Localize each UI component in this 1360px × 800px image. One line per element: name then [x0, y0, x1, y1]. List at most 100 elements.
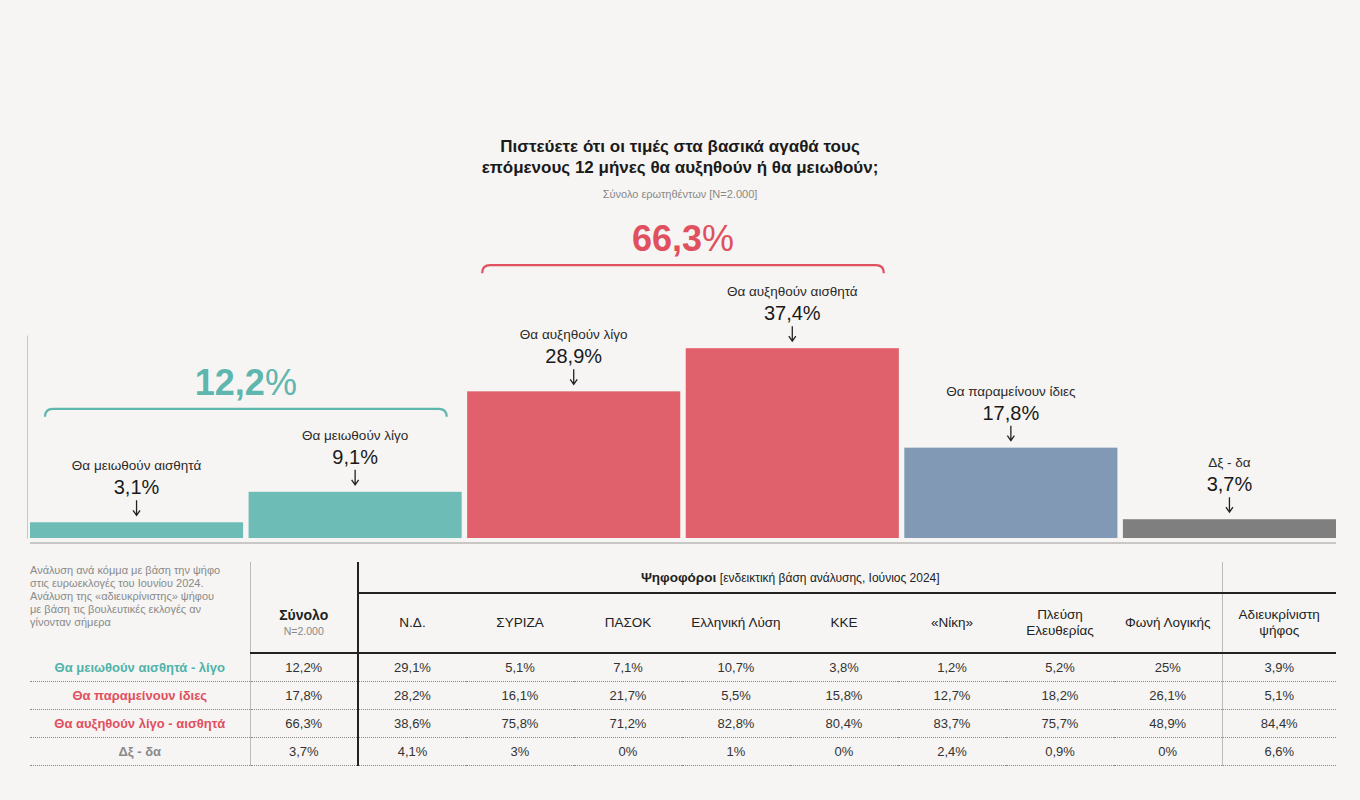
group-label: 12,2% — [195, 362, 297, 403]
title: Πιστεύετε ότι οι τιμές στα βασικά αγαθά … — [482, 137, 879, 177]
chart: Πιστεύετε ότι οι τιμές στα βασικά αγαθά … — [0, 0, 1360, 552]
cell: 17,8% — [250, 682, 358, 710]
cell: 5,2% — [1006, 653, 1114, 682]
table: Ανάλυση ανά κόμμα με βάση την ψήφο στις … — [30, 562, 1336, 766]
cell: 80,4% — [790, 710, 898, 738]
cell: 21,7% — [574, 682, 682, 710]
column-header-label: ΚΚΕ — [794, 615, 894, 631]
column-header-label: Αδιευκρίνιστη ψήφος — [1227, 607, 1333, 639]
cell: 29,1% — [358, 653, 466, 682]
column-header-label: ΠΑΣΟΚ — [578, 615, 678, 631]
cell: 75,7% — [1006, 710, 1114, 738]
cell: 12,2% — [250, 653, 358, 682]
bars — [30, 348, 1336, 538]
cell: 3,8% — [790, 653, 898, 682]
bar — [904, 448, 1117, 538]
arrow — [352, 470, 359, 485]
cell: 84,4% — [1222, 710, 1336, 738]
cell: 26,1% — [1114, 682, 1222, 710]
bar — [467, 391, 680, 538]
table-note: Ανάλυση ανά κόμμα με βάση την ψήφο στις … — [30, 562, 250, 653]
data-row: Θα παραμείνουν ίδιες17,8%28,2%16,1%21,7%… — [30, 682, 1336, 710]
cell: 38,6% — [358, 710, 466, 738]
cell: 3,7% — [250, 738, 358, 766]
column-header: Φωνή Λογικής — [1114, 593, 1222, 653]
bar-labels: Θα μειωθούν αισθητά3,1%Θα μειωθούν λίγο9… — [72, 284, 1253, 515]
y-axis — [27, 336, 28, 539]
bar — [249, 492, 462, 538]
data-row: Θα μειωθούν αισθητά - λίγο12,2%29,1%5,1%… — [30, 653, 1336, 682]
cell: 12,7% — [898, 682, 1006, 710]
cell: 10,7% — [682, 653, 790, 682]
cell: 4,1% — [358, 738, 466, 766]
cell: 1% — [682, 738, 790, 766]
cell: 0% — [790, 738, 898, 766]
groups: 12,2% 66,3% — [45, 218, 884, 417]
column-header: ΠΑΣΟΚ — [574, 593, 682, 653]
column-header-label: Πλεύση Ελευθερίας — [1010, 607, 1110, 639]
column-header: Πλεύση Ελευθερίας — [1006, 593, 1114, 653]
cell: 0,9% — [1006, 738, 1114, 766]
column-header-label: Φωνή Λογικής — [1118, 615, 1218, 631]
column-header: Ελληνική Λύση — [682, 593, 790, 653]
column-header: Αδιευκρίνιστη ψήφος — [1222, 593, 1336, 653]
cell: 5,1% — [466, 653, 574, 682]
row-label: Δξ - δα — [30, 738, 250, 766]
category-label: Δξ - δα — [1208, 455, 1251, 470]
cell: 25% — [1114, 653, 1222, 682]
column-header: ΣΥΡΙΖΑ — [466, 593, 574, 653]
category-label: Θα παραμείνουν ίδιες — [946, 384, 1076, 399]
group-header-note: [ενδεικτική βάση ανάλυσης, Ιούνιος 2024] — [720, 571, 940, 585]
column-header: Ν.Δ. — [358, 593, 466, 653]
cell: 5,1% — [1222, 682, 1336, 710]
y-axis-line — [27, 336, 28, 539]
header-row: Ανάλυση ανά κόμμα με βάση την ψήφο στις … — [30, 562, 1336, 593]
bar — [1123, 519, 1336, 538]
cell: 66,3% — [250, 710, 358, 738]
value-label: 3,1% — [114, 476, 160, 498]
column-header-label: ΣΥΡΙΖΑ — [470, 615, 570, 631]
row-label: Θα μειωθούν αισθητά - λίγο — [30, 653, 250, 682]
cell: 0% — [574, 738, 682, 766]
cell: 16,1% — [466, 682, 574, 710]
arrow — [1007, 426, 1014, 441]
column-header: ΚΚΕ — [790, 593, 898, 653]
category-label: Θα μειωθούν αισθητά — [72, 458, 202, 473]
cell: 71,2% — [574, 710, 682, 738]
cell: 1,2% — [898, 653, 1006, 682]
row-label: Θα αυξηθούν λίγο - αισθητά — [30, 710, 250, 738]
cell: 3,9% — [1222, 653, 1336, 682]
arrow — [1226, 497, 1233, 512]
cell: 15,8% — [790, 682, 898, 710]
cell: 5,5% — [682, 682, 790, 710]
group-label: 66,3% — [632, 218, 734, 259]
bracket — [482, 265, 884, 273]
cell: 6,6% — [1222, 738, 1336, 766]
column-header-label: Ελληνική Λύση — [686, 615, 786, 631]
bar — [686, 348, 899, 538]
column-header: ΣύνολοN=2.000 — [250, 593, 358, 653]
cell: 48,9% — [1114, 710, 1222, 738]
cell: 2,4% — [898, 738, 1006, 766]
column-header-note: N=2.000 — [255, 623, 354, 639]
value-label: 37,4% — [764, 302, 821, 324]
cell: 28,2% — [358, 682, 466, 710]
value-label: 28,9% — [545, 345, 602, 367]
cell: 3% — [466, 738, 574, 766]
cell — [250, 562, 358, 593]
bar — [30, 522, 243, 538]
column-header: «Νίκη» — [898, 593, 1006, 653]
value-label: 3,7% — [1207, 473, 1253, 495]
data-row: Δξ - δα3,7%4,1%3%0%1%0%2,4%0,9%0%6,6% — [30, 738, 1336, 766]
group-header-title: Ψηφοφόροι — [641, 570, 716, 585]
category-label: Θα αυξηθούν αισθητά — [727, 284, 858, 299]
cell: 0% — [1114, 738, 1222, 766]
value-label: 17,8% — [983, 402, 1040, 424]
value-label: 9,1% — [332, 446, 378, 468]
bracket — [45, 409, 447, 417]
column-header-label: «Νίκη» — [902, 615, 1002, 631]
row-label: Θα παραμείνουν ίδιες — [30, 682, 250, 710]
cell: 83,7% — [898, 710, 1006, 738]
cell: 7,1% — [574, 653, 682, 682]
baseline — [30, 543, 1336, 544]
